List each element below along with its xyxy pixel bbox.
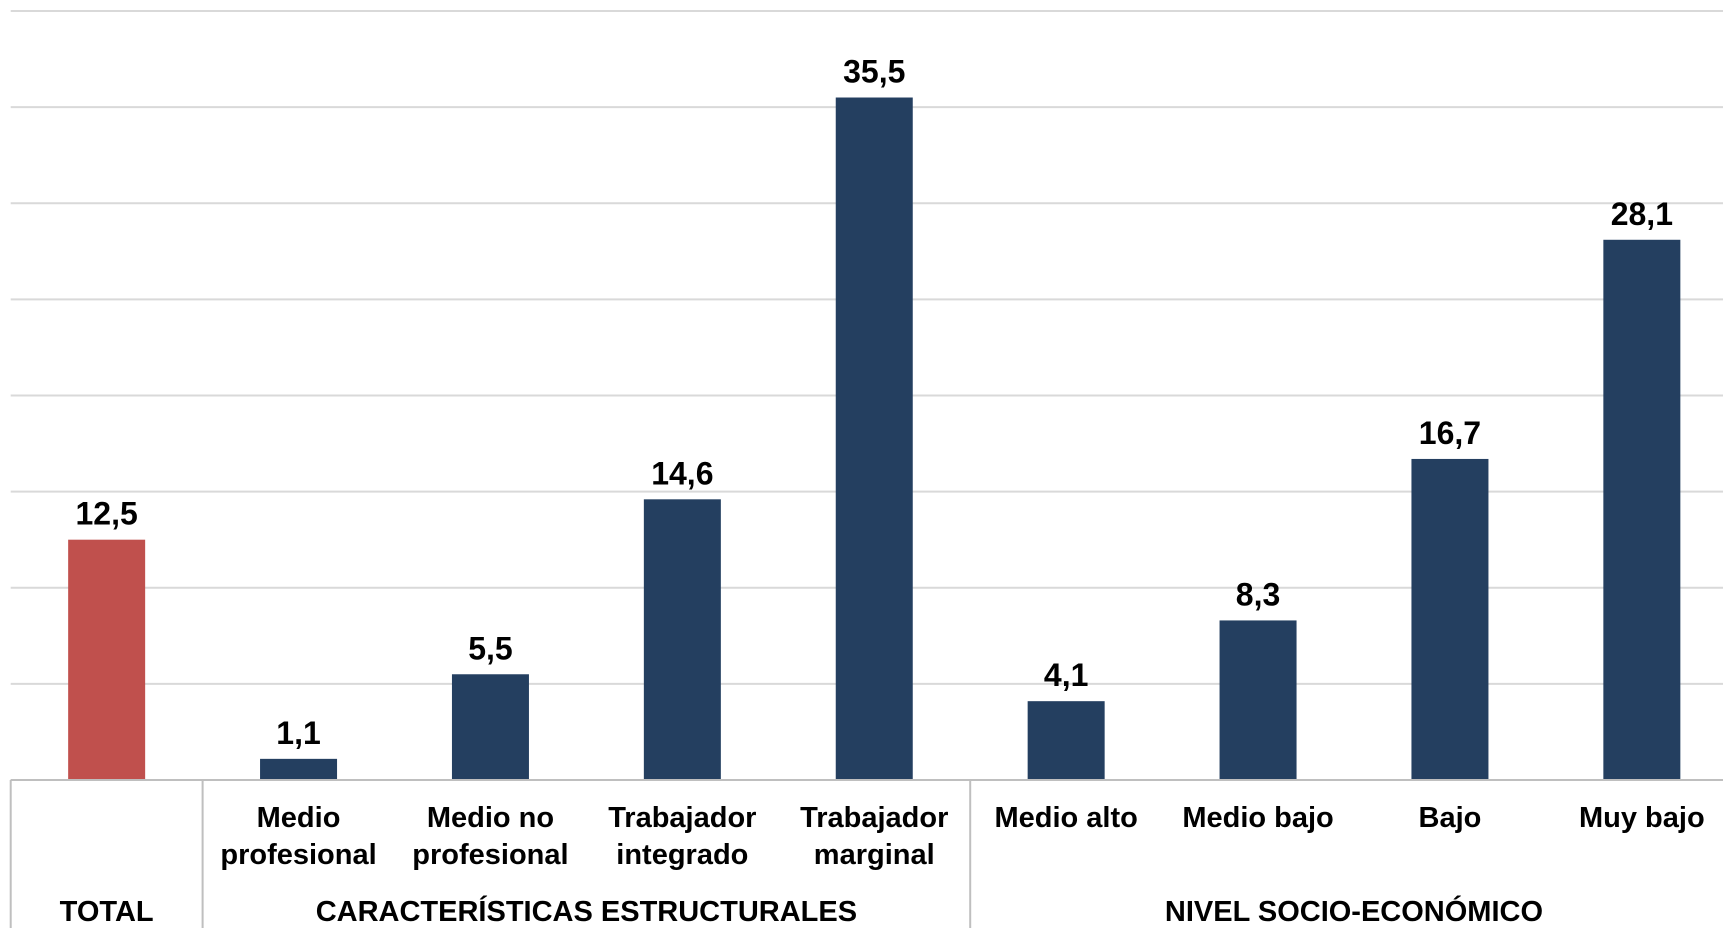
x-tick-label: Trabajador marginal bbox=[800, 802, 949, 871]
x-tick-label: Medio bajo bbox=[1182, 802, 1334, 834]
group-label: CARACTERÍSTICAS ESTRUCTURALES bbox=[315, 896, 858, 928]
value-label: 35,5 bbox=[843, 54, 905, 90]
x-tick-label: Muy bajo bbox=[1579, 802, 1705, 834]
group-label: NIVEL SOCIO-ECONÓMICO bbox=[1164, 896, 1544, 928]
bar bbox=[835, 97, 913, 780]
bar bbox=[260, 758, 338, 780]
x-tick-label: Medio profesional bbox=[220, 802, 377, 871]
value-label: 28,1 bbox=[1611, 196, 1673, 232]
x-tick-label: Trabajador integrado bbox=[608, 802, 757, 871]
bar bbox=[1027, 701, 1105, 780]
value-label: 12,5 bbox=[76, 496, 138, 532]
bar bbox=[1219, 620, 1297, 780]
value-label: 5,5 bbox=[468, 630, 512, 666]
bar bbox=[1411, 458, 1489, 780]
bar bbox=[451, 674, 529, 780]
bar bbox=[68, 539, 146, 780]
bar bbox=[643, 499, 721, 780]
bar bbox=[1603, 239, 1681, 781]
value-label: 4,1 bbox=[1044, 657, 1088, 693]
value-label: 1,1 bbox=[276, 715, 320, 751]
value-label: 14,6 bbox=[651, 455, 713, 491]
x-tick-label: Medio no profesional bbox=[412, 802, 569, 871]
x-tick-label: Bajo bbox=[1418, 802, 1482, 834]
x-tick-label: Medio alto bbox=[994, 802, 1138, 834]
group-label: TOTAL bbox=[59, 896, 154, 928]
value-label: 8,3 bbox=[1236, 576, 1280, 612]
value-label: 16,7 bbox=[1419, 415, 1481, 451]
